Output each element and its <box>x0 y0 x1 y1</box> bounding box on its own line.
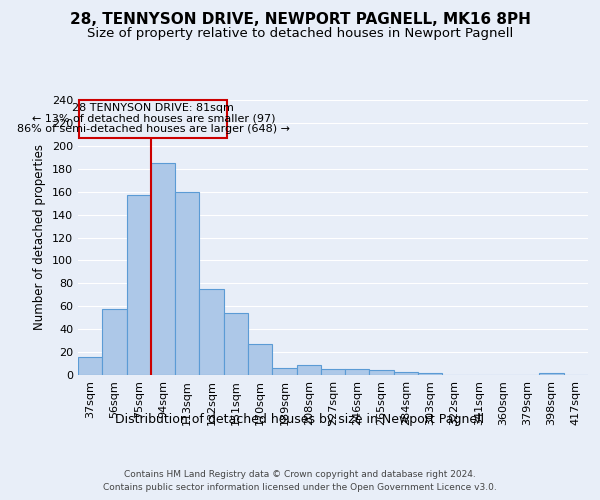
Bar <box>418 372 442 375</box>
Bar <box>370 370 394 375</box>
Bar <box>345 370 370 375</box>
Bar <box>127 195 151 375</box>
Bar <box>78 356 102 375</box>
FancyBboxPatch shape <box>79 100 227 138</box>
Text: Distribution of detached houses by size in Newport Pagnell: Distribution of detached houses by size … <box>115 412 485 426</box>
Text: Size of property relative to detached houses in Newport Pagnell: Size of property relative to detached ho… <box>87 28 513 40</box>
Bar <box>224 313 248 375</box>
Text: ← 13% of detached houses are smaller (97): ← 13% of detached houses are smaller (97… <box>32 114 275 124</box>
Text: Contains HM Land Registry data © Crown copyright and database right 2024.
Contai: Contains HM Land Registry data © Crown c… <box>103 470 497 492</box>
Bar <box>151 163 175 375</box>
Text: 28 TENNYSON DRIVE: 81sqm: 28 TENNYSON DRIVE: 81sqm <box>73 104 234 114</box>
Bar <box>394 372 418 375</box>
Bar <box>539 372 564 375</box>
Bar <box>296 364 321 375</box>
Bar <box>248 344 272 375</box>
Bar <box>272 368 296 375</box>
Bar <box>102 308 127 375</box>
Text: 28, TENNYSON DRIVE, NEWPORT PAGNELL, MK16 8PH: 28, TENNYSON DRIVE, NEWPORT PAGNELL, MK1… <box>70 12 530 28</box>
Y-axis label: Number of detached properties: Number of detached properties <box>34 144 46 330</box>
Bar <box>175 192 199 375</box>
Bar <box>321 370 345 375</box>
Text: 86% of semi-detached houses are larger (648) →: 86% of semi-detached houses are larger (… <box>17 124 290 134</box>
Bar <box>199 289 224 375</box>
